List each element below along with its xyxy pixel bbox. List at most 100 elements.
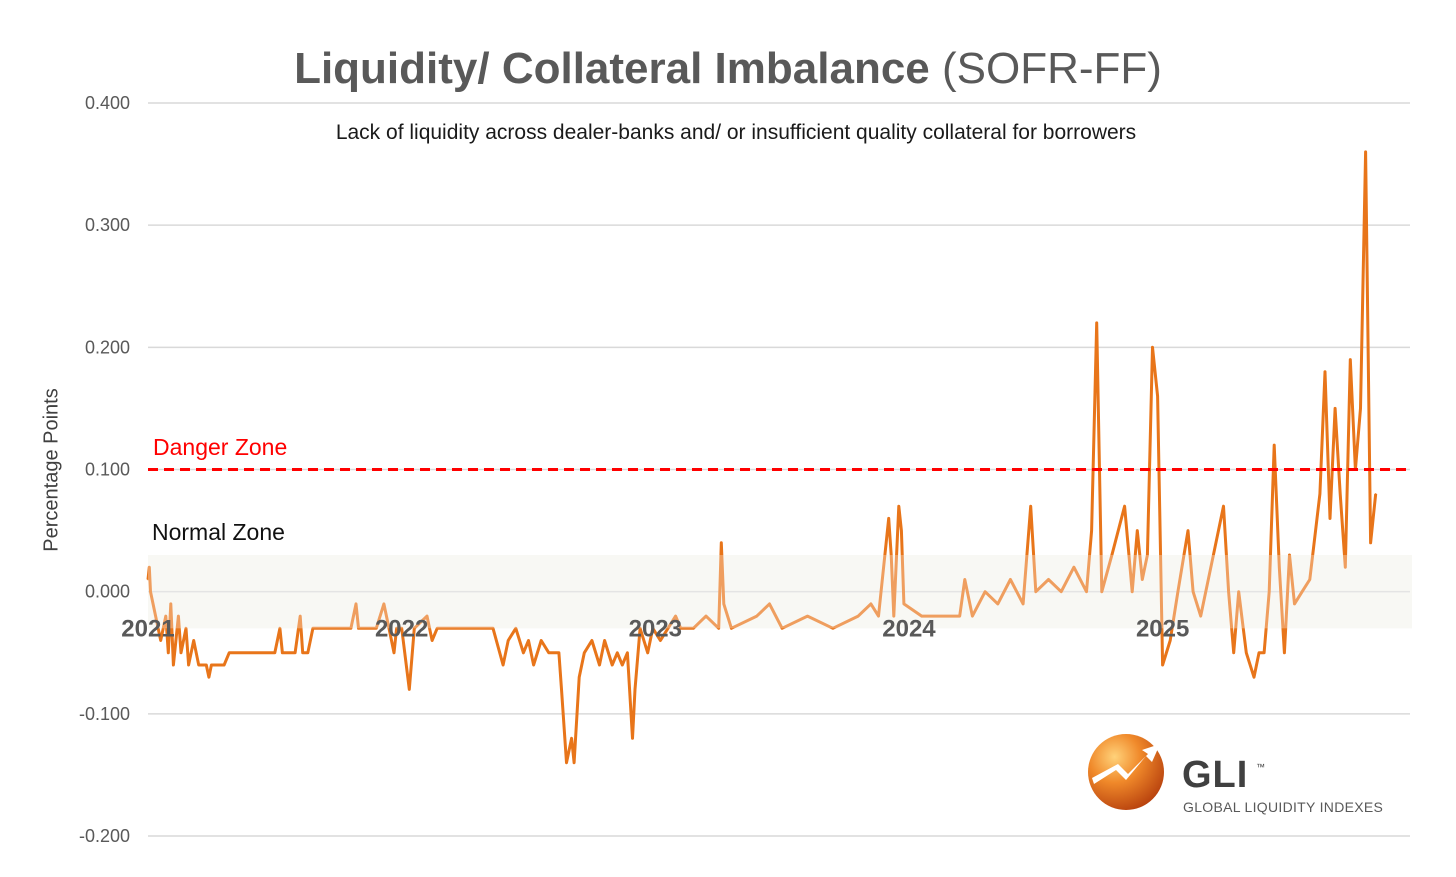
data-point [248, 652, 251, 654]
gli-logo-trademark: ™ [1256, 762, 1265, 772]
data-point [515, 627, 517, 630]
data-point [646, 652, 649, 654]
data-point [1095, 322, 1098, 324]
data-point [1141, 578, 1144, 581]
data-point [573, 761, 575, 764]
data-point [621, 664, 624, 666]
data-point [1301, 590, 1303, 593]
data-point [299, 615, 302, 617]
chart-title: Liquidity/ Collateral Imbalance (SOFR-FF… [0, 44, 1456, 94]
data-point [1212, 554, 1215, 556]
data-point [583, 652, 586, 654]
data-point [281, 652, 284, 654]
data-point [1085, 590, 1088, 593]
data-point [877, 615, 880, 617]
data-point [631, 737, 634, 740]
data-point [958, 615, 961, 617]
y-tick-label: 0.200 [85, 337, 130, 357]
data-point [781, 627, 783, 630]
data-point [147, 578, 149, 581]
data-point [1131, 590, 1133, 593]
y-tick-label: 0.300 [85, 215, 130, 235]
data-point [1192, 590, 1194, 593]
data-point [350, 627, 352, 630]
data-point [210, 664, 213, 666]
y-tick-label: 0.400 [85, 93, 130, 113]
data-point [565, 761, 568, 764]
data-point [933, 615, 936, 617]
data-point [431, 639, 433, 642]
data-point [1278, 566, 1281, 568]
data-point [1339, 493, 1341, 495]
data-point [626, 652, 629, 654]
data-point [1288, 554, 1291, 556]
data-point [1035, 590, 1037, 593]
data-point [185, 627, 187, 630]
data-point [1177, 590, 1179, 593]
data-point [294, 652, 296, 654]
data-point [659, 639, 662, 642]
data-point [180, 652, 182, 654]
data-point [400, 627, 403, 630]
x-tick-label: 2024 [882, 615, 936, 642]
data-point [395, 627, 398, 630]
data-point [149, 590, 152, 593]
data-point [375, 627, 378, 630]
data-point [667, 627, 669, 630]
data-point [558, 652, 560, 654]
data-point [1232, 652, 1235, 654]
data-point [900, 529, 903, 532]
data-point [870, 603, 872, 605]
x-tick-label: 2021 [121, 615, 174, 642]
data-point [1319, 493, 1321, 495]
data-point [1123, 505, 1126, 508]
x-tick-label: 2025 [1136, 615, 1189, 642]
x-tick-labels: 2021 2022 2023 2024 2025 [121, 615, 1189, 642]
data-point [223, 664, 225, 666]
data-point [1222, 505, 1225, 508]
data-point [720, 542, 723, 544]
data-point [984, 590, 986, 593]
data-point [1293, 603, 1296, 605]
data-point [857, 615, 859, 617]
data-point [548, 652, 550, 654]
y-tick-labels: 0.400 0.300 0.200 0.100 0.000 -0.100 -0.200 [79, 93, 130, 846]
data-point [1047, 578, 1050, 581]
data-point [312, 627, 314, 630]
data-point [598, 664, 601, 666]
data-point [522, 652, 525, 654]
data-point [832, 627, 834, 630]
data-point [893, 615, 895, 617]
data-point [177, 615, 180, 617]
gli-logo-name: GLI [1182, 754, 1249, 796]
data-point [639, 627, 641, 630]
data-point [1374, 493, 1377, 495]
data-point [705, 615, 707, 617]
data-point [1329, 517, 1331, 520]
data-point [301, 652, 304, 654]
x-tick-label: 2022 [375, 615, 428, 642]
data-point [1237, 590, 1240, 593]
danger-zone-label: Danger Zone [153, 434, 288, 460]
data-point [971, 615, 974, 617]
x-tick-label: 2023 [629, 615, 682, 642]
data-point [1334, 407, 1336, 410]
data-point [187, 664, 190, 666]
data-point [197, 664, 200, 666]
data-point [527, 639, 530, 642]
data-point [652, 627, 654, 630]
data-point [806, 615, 809, 617]
data-point [756, 615, 758, 617]
data-point [413, 627, 416, 630]
data-point [1309, 578, 1311, 581]
data-point [1364, 151, 1367, 153]
data-point [393, 652, 395, 654]
data-point [355, 603, 357, 605]
gli-logo: GLI ™ GLOBAL LIQUIDITY INDEXES [1086, 728, 1386, 818]
data-point [228, 652, 230, 654]
data-point [1349, 358, 1352, 361]
data-point [477, 627, 479, 630]
data-point [388, 627, 390, 630]
data-point [1060, 590, 1062, 593]
data-point [1263, 652, 1265, 654]
